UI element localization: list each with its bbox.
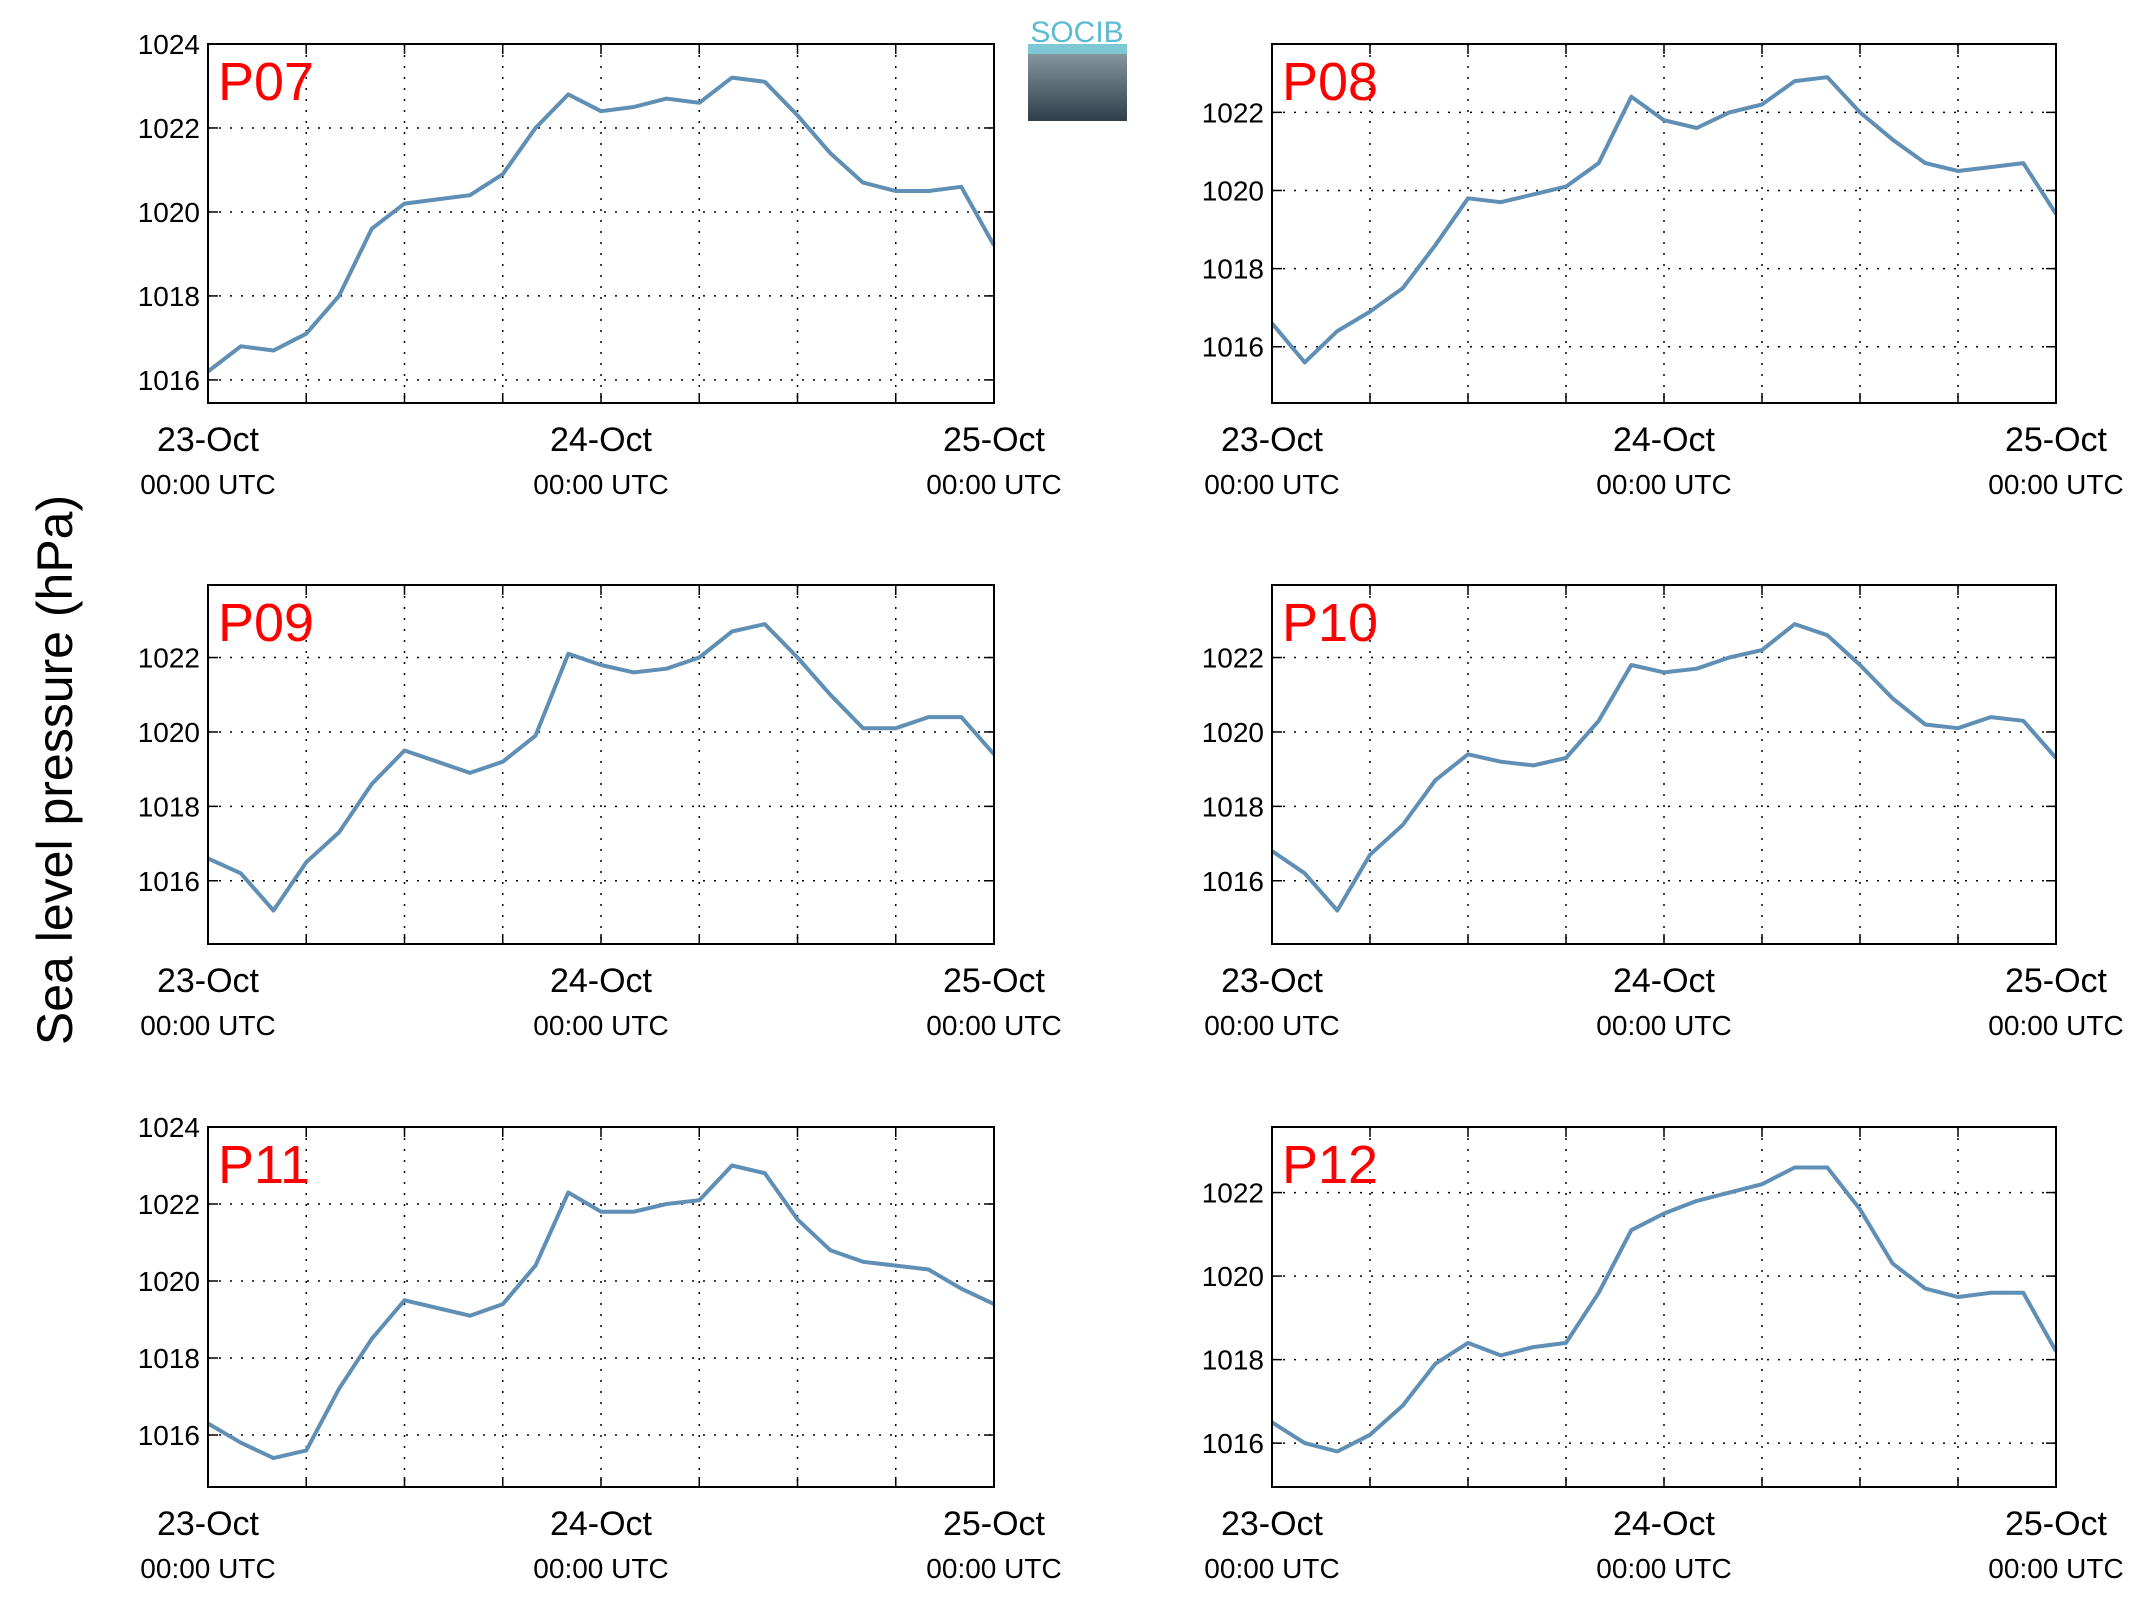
- y-tick-label: 1016: [138, 1420, 200, 1451]
- x-tick-label: 23-Oct: [1221, 421, 1324, 459]
- logo: SOCIB: [1028, 16, 1127, 121]
- subplot: 1016 1018 1020 1022 23-Oct 00:00 UTC 24-Oct 00:…: [138, 584, 1062, 1041]
- x-tick-label: 24-Oct: [550, 962, 653, 1000]
- x-tick-label: 24-Oct: [1613, 1505, 1716, 1543]
- subplot: 1016 1018 1020 1022 1024 23-Oct 00:00 UTC 24-Oc…: [138, 29, 1062, 500]
- y-tick-label: 1016: [138, 365, 200, 396]
- y-tick-label: 1020: [1202, 717, 1264, 748]
- x-tick-label: 25-Oct: [2005, 421, 2108, 459]
- subplot: 1016 1018 1020 1022 23-Oct 00:00 UTC 24-Oct 00:…: [1202, 1126, 2124, 1584]
- y-tick-label: 1022: [1202, 97, 1264, 128]
- series-line: [1270, 75, 2058, 365]
- x-tick-sublabel: 00:00 UTC: [140, 1010, 275, 1041]
- x-tick-label: 23-Oct: [157, 962, 260, 1000]
- plot-frame: [1271, 1126, 2057, 1488]
- x-tick-sublabel: 00:00 UTC: [1204, 469, 1339, 500]
- x-tick-sublabel: 00:00 UTC: [926, 469, 1061, 500]
- panel-title: P11: [218, 1135, 310, 1195]
- y-tick-label: 1018: [1202, 254, 1264, 285]
- y-tick-label: 1016: [1202, 332, 1264, 363]
- y-tick-label: 1018: [138, 281, 200, 312]
- y-tick-label: 1022: [1202, 1178, 1264, 1209]
- x-tick-sublabel: 00:00 UTC: [1988, 1010, 2123, 1041]
- x-tick-label: 25-Oct: [943, 421, 1046, 459]
- x-tick-label: 24-Oct: [1613, 421, 1716, 459]
- x-tick-sublabel: 00:00 UTC: [140, 1553, 275, 1584]
- y-tick-label: 1020: [138, 717, 200, 748]
- x-tick-label: 25-Oct: [943, 962, 1046, 1000]
- x-tick-label: 23-Oct: [1221, 962, 1324, 1000]
- y-tick-label: 1022: [138, 643, 200, 674]
- y-tick-label: 1018: [138, 791, 200, 822]
- y-tick-label: 1024: [138, 29, 200, 60]
- x-tick-sublabel: 00:00 UTC: [926, 1010, 1061, 1041]
- y-tick-label: 1016: [1202, 1428, 1264, 1459]
- x-tick-sublabel: 00:00 UTC: [1204, 1010, 1339, 1041]
- x-tick-sublabel: 00:00 UTC: [533, 469, 668, 500]
- subplot: 1016 1018 1020 1022 23-Oct 00:00 UTC 24-Oct 00:…: [1202, 43, 2124, 500]
- x-tick-sublabel: 00:00 UTC: [1596, 1010, 1731, 1041]
- logo-text: SOCIB: [1030, 16, 1123, 49]
- y-tick-label: 1024: [138, 1112, 200, 1143]
- x-tick-label: 23-Oct: [157, 1505, 260, 1543]
- panel-title: P10: [1282, 593, 1378, 653]
- plot-frame: [207, 1126, 995, 1488]
- x-tick-sublabel: 00:00 UTC: [1204, 1553, 1339, 1584]
- x-tick-label: 25-Oct: [2005, 962, 2108, 1000]
- y-tick-label: 1018: [1202, 1345, 1264, 1376]
- x-tick-sublabel: 00:00 UTC: [1988, 469, 2123, 500]
- x-tick-sublabel: 00:00 UTC: [533, 1010, 668, 1041]
- x-tick-label: 23-Oct: [157, 421, 260, 459]
- x-tick-sublabel: 00:00 UTC: [1596, 1553, 1731, 1584]
- y-tick-label: 1020: [1202, 1261, 1264, 1292]
- logo-box: [1028, 50, 1127, 121]
- y-tick-label: 1020: [138, 197, 200, 228]
- x-tick-label: 25-Oct: [943, 1505, 1046, 1543]
- plot-frame: [207, 584, 995, 945]
- x-tick-label: 24-Oct: [550, 1505, 653, 1543]
- panel-title: P08: [1282, 52, 1378, 112]
- series-line: [1270, 1165, 2058, 1454]
- y-tick-label: 1022: [1202, 643, 1264, 674]
- y-tick-label: 1022: [138, 113, 200, 144]
- x-tick-label: 25-Oct: [2005, 1505, 2108, 1543]
- plot-frame: [1271, 584, 2057, 945]
- subplot: 1016 1018 1020 1022 1024 23-Oct 00:00 UTC 24-Oc…: [138, 1112, 1062, 1584]
- x-tick-label: 23-Oct: [1221, 1505, 1324, 1543]
- panel-title: P07: [218, 52, 314, 112]
- panel-title: P12: [1282, 1135, 1378, 1195]
- x-tick-sublabel: 00:00 UTC: [926, 1553, 1061, 1584]
- series-line: [206, 1163, 995, 1461]
- y-tick-label: 1018: [1202, 791, 1264, 822]
- y-tick-label: 1016: [1202, 866, 1264, 897]
- x-tick-sublabel: 00:00 UTC: [140, 469, 275, 500]
- y-axis-label: Sea level pressure (hPa): [27, 495, 83, 1045]
- series-line: [1270, 622, 2058, 913]
- y-tick-label: 1022: [138, 1189, 200, 1220]
- y-tick-label: 1020: [138, 1266, 200, 1297]
- x-tick-sublabel: 00:00 UTC: [533, 1553, 668, 1584]
- x-tick-sublabel: 00:00 UTC: [1988, 1553, 2123, 1584]
- series-line: [206, 75, 996, 374]
- panel-title: P09: [218, 593, 314, 653]
- plot-frame: [1271, 43, 2057, 404]
- series-line: [207, 622, 996, 913]
- x-tick-sublabel: 00:00 UTC: [1596, 469, 1731, 500]
- y-tick-label: 1018: [138, 1343, 200, 1374]
- logo-wave: [1028, 44, 1127, 54]
- y-tick-label: 1016: [138, 866, 200, 897]
- x-tick-label: 24-Oct: [550, 421, 653, 459]
- x-tick-label: 24-Oct: [1613, 962, 1716, 1000]
- subplot: 1016 1018 1020 1022 23-Oct 00:00 UTC 24-Oct 00:…: [1202, 584, 2124, 1041]
- plot-frame: [207, 43, 995, 404]
- y-tick-label: 1020: [1202, 175, 1264, 206]
